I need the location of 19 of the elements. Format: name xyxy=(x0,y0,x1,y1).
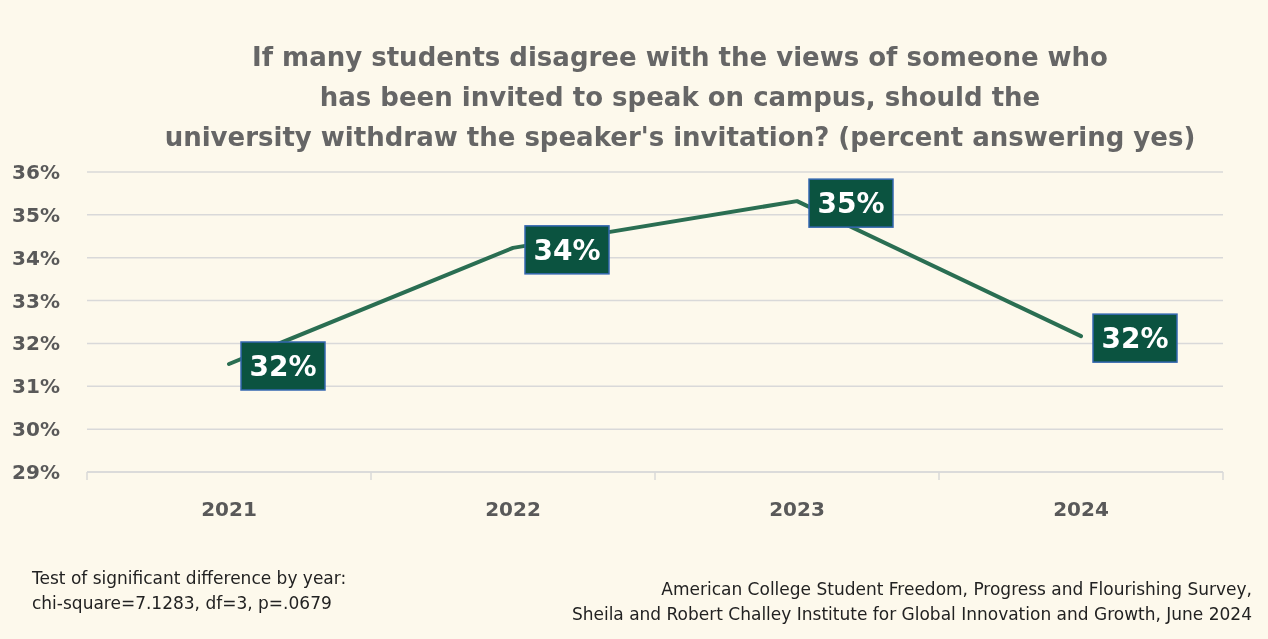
data-label: 35% xyxy=(817,187,885,221)
y-tick-label: 35% xyxy=(12,202,60,227)
data-label: 34% xyxy=(533,233,601,267)
x-tick-label: 2022 xyxy=(485,497,541,521)
chart-title: If many students disagree with the views of someone who has been invited to speak on campus, should the university withdraw the speaker's invitation? (percent answering yes) xyxy=(164,42,1196,152)
y-tick-label: 29% xyxy=(12,460,60,484)
x-tick-label: 2023 xyxy=(769,497,825,521)
y-tick-label: 30% xyxy=(12,417,60,442)
y-tick-label: 32% xyxy=(12,331,60,356)
x-tick-label: 2021 xyxy=(201,497,257,521)
y-tick-label: 33% xyxy=(12,288,60,313)
y-tick-label: 36% xyxy=(12,160,60,184)
data-label: 32% xyxy=(1101,322,1169,356)
data-label: 32% xyxy=(249,350,317,383)
y-tick-label: 34% xyxy=(12,245,60,270)
text: Test of significant difference by year: chi-square=7.1283, df=3, p=.0679 xyxy=(31,568,347,613)
y-tick-label: 31% xyxy=(12,374,60,399)
x-tick-label: 2024 xyxy=(1053,497,1109,521)
text: American College Student Freedom, Progress and Flourishing Survey, Sheila and Robert Challey Institute for Global Innovation and Growth, June 2024 xyxy=(571,579,1252,624)
